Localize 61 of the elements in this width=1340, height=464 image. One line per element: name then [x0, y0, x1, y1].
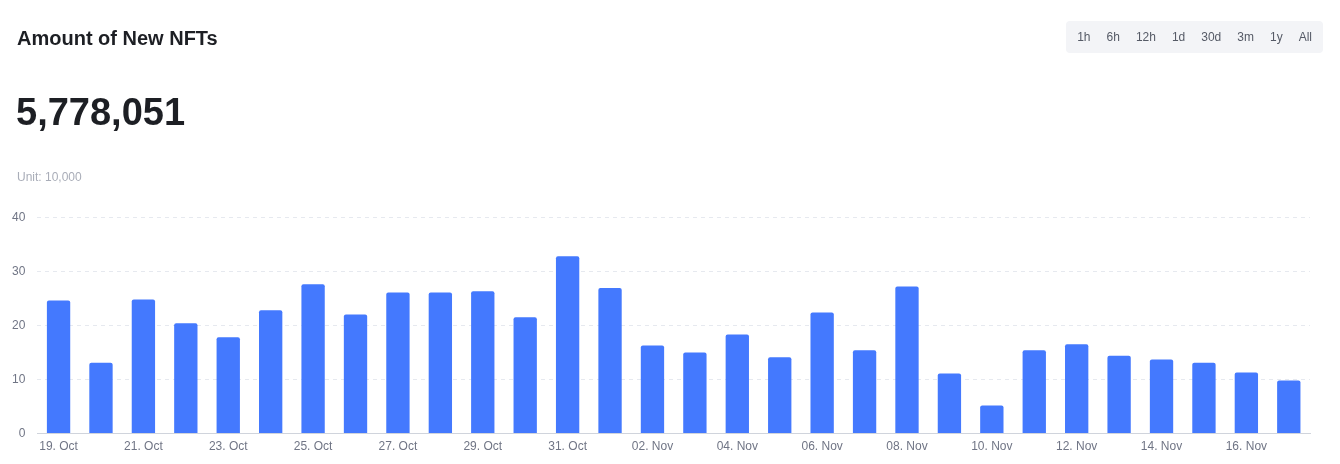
x-tick-label: 12. Nov — [1056, 439, 1098, 454]
text: 6h — [1105, 29, 1121, 46]
x-tick-label: 31. Oct — [548, 439, 588, 454]
x-tick-label: 29. Oct — [463, 439, 503, 454]
x-tick-label: 14. Nov — [1140, 439, 1183, 454]
bar — [640, 345, 665, 434]
text: 1d — [1170, 29, 1187, 46]
bar — [471, 291, 495, 434]
x-tick-label: 23. Oct — [208, 439, 249, 454]
bar — [1107, 355, 1131, 434]
bar — [513, 317, 537, 434]
bar — [980, 405, 1004, 434]
x-tick-label: 04. Nov — [716, 439, 758, 454]
y-tick-label: 0 — [18, 425, 26, 440]
x-tick-label: 06. Nov — [801, 439, 843, 454]
bar — [1277, 380, 1301, 434]
bar — [131, 299, 156, 434]
bar — [1192, 362, 1216, 434]
chart-title: Amount of New NFTs — [17, 27, 218, 50]
bar — [386, 292, 410, 434]
chart-subtitle: 5,778,051 — [16, 91, 186, 134]
x-tick-label: 16. Nov — [1225, 439, 1268, 454]
bar — [89, 362, 113, 434]
bar — [343, 314, 368, 434]
bar — [725, 334, 749, 434]
bar — [1234, 372, 1259, 434]
x-tick-label: 08. Nov — [886, 439, 928, 454]
x-tick-label: 25. Oct — [293, 439, 334, 454]
y-tick-label: 40 — [11, 209, 26, 224]
bar — [1149, 359, 1174, 434]
bar — [768, 357, 792, 434]
text: All — [1297, 29, 1313, 46]
x-tick-label: 10. Nov — [971, 439, 1013, 454]
x-tick-label: 02. Nov — [631, 439, 674, 454]
bar — [301, 284, 325, 434]
bar — [555, 256, 580, 434]
bar — [1022, 350, 1046, 434]
bar — [46, 300, 71, 434]
x-tick-label: 19. Oct — [39, 439, 79, 454]
bar — [895, 286, 919, 434]
text: 1y — [1268, 29, 1284, 46]
bar — [683, 352, 707, 434]
bar — [174, 323, 198, 434]
bar — [852, 350, 877, 434]
y-tick-label: 30 — [11, 263, 26, 278]
x-tick-label: 21. Oct — [124, 439, 164, 454]
bar — [1065, 344, 1089, 434]
x-tick-label: 27. Oct — [378, 439, 418, 454]
text: 3m — [1236, 29, 1255, 46]
bar — [810, 312, 834, 434]
bar — [216, 337, 240, 434]
text: 30d — [1200, 29, 1223, 46]
bar — [259, 310, 283, 434]
text: 1h — [1076, 29, 1092, 46]
bar — [937, 373, 962, 434]
y-tick-label: 10 — [11, 371, 26, 386]
bar — [598, 288, 622, 434]
y-tick-label: 20 — [11, 317, 26, 332]
text: Unit: 10,000 — [17, 170, 82, 184]
text: 12h — [1134, 29, 1157, 46]
bar — [428, 292, 453, 434]
